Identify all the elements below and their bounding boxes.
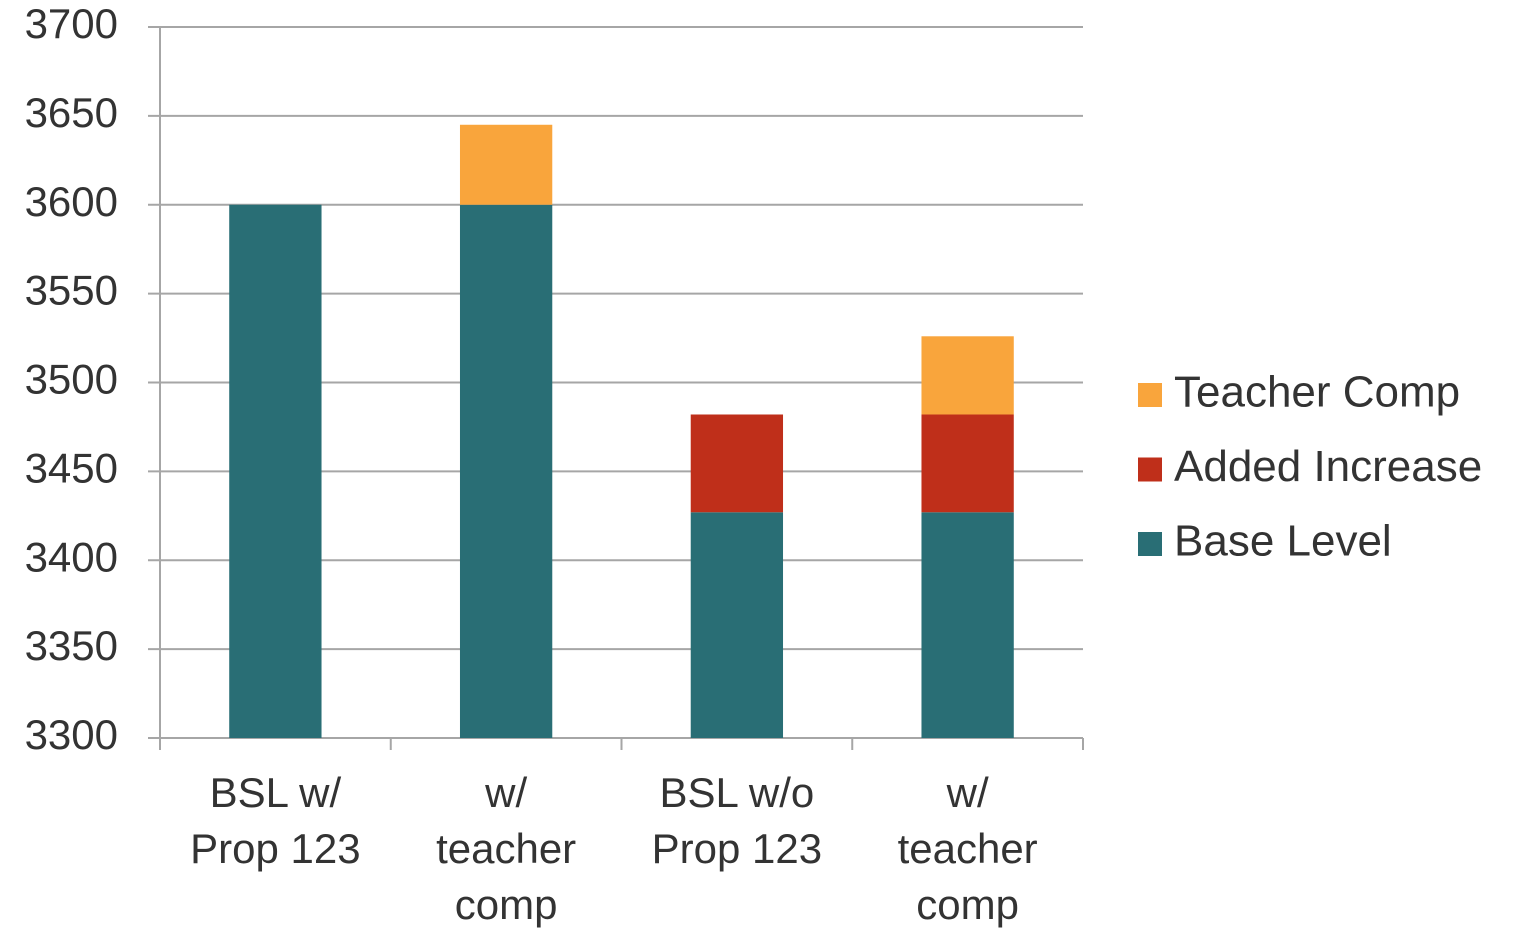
bar-segment <box>921 336 1014 415</box>
bar-segment <box>921 414 1014 513</box>
x-tick-label: BSL w/Prop 123 <box>190 769 360 872</box>
y-tick-label: 3500 <box>25 356 118 403</box>
bar-segment <box>229 204 322 738</box>
legend-label: Added Increase <box>1174 442 1482 491</box>
legend-swatch <box>1138 457 1162 482</box>
y-tick-label: 3550 <box>25 267 118 314</box>
y-tick-label: 3350 <box>25 622 118 669</box>
y-tick-label: 3400 <box>25 533 118 580</box>
x-tick-label: w/teacher comp <box>898 769 1038 928</box>
bar-segment <box>690 512 784 738</box>
y-tick-label: 3300 <box>25 711 118 758</box>
bar-segment <box>690 414 784 513</box>
x-tick-label: w/teacher comp <box>436 769 576 928</box>
y-tick-label: 3700 <box>25 0 118 47</box>
bar-segment <box>921 512 1014 738</box>
x-tick-label: BSL w/o Prop 123 <box>652 769 822 872</box>
bar-segment <box>459 204 553 738</box>
legend-swatch <box>1138 383 1162 407</box>
legend-swatch <box>1138 532 1162 556</box>
y-tick-label: 3600 <box>25 178 118 225</box>
y-tick-label: 3450 <box>25 444 118 491</box>
legend-label: Base Level <box>1174 517 1392 566</box>
y-tick-label: 3650 <box>25 89 118 136</box>
bar-segment <box>459 124 553 205</box>
legend-label: Teacher Comp <box>1174 368 1460 417</box>
